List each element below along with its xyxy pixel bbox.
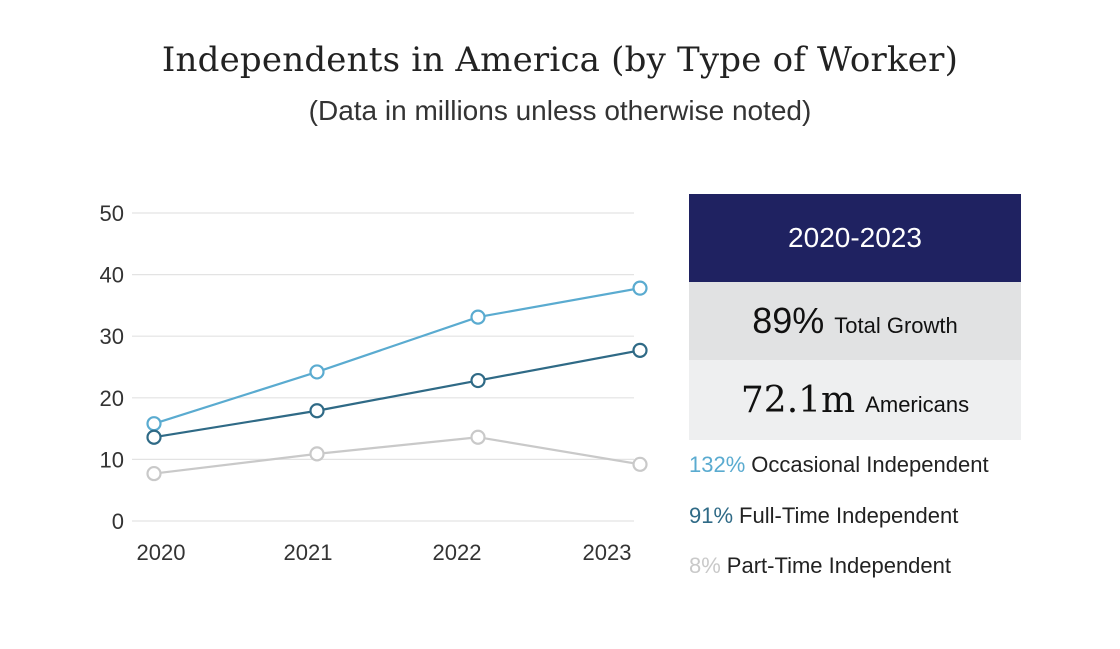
y-tick-label: 10 bbox=[100, 447, 124, 472]
y-tick-label: 40 bbox=[100, 263, 124, 288]
stat-occasional-pct: 132% bbox=[689, 452, 746, 477]
x-tick-label: 2021 bbox=[284, 540, 333, 565]
y-tick-label: 50 bbox=[100, 201, 124, 226]
data-point-occasional bbox=[470, 309, 486, 325]
americans-label: Americans bbox=[865, 392, 970, 417]
x-tick-label: 2020 bbox=[137, 540, 186, 565]
data-point-full_time bbox=[632, 342, 648, 358]
period-header-label: 2020-2023 bbox=[788, 222, 922, 253]
total-growth-label: Total Growth bbox=[834, 313, 958, 338]
period-header: 2020-2023 bbox=[689, 194, 1021, 282]
x-tick-label: 2023 bbox=[583, 540, 632, 565]
stat-part-time-pct: 8% bbox=[689, 553, 721, 578]
y-tick-label: 20 bbox=[100, 386, 124, 411]
series-line-occasional bbox=[153, 287, 641, 425]
chart-subtitle: (Data in millions unless otherwise noted… bbox=[308, 95, 812, 126]
line-chart: 0 10 20 30 40 50 2020 2021 2022 2023 bbox=[100, 201, 648, 565]
data-point-full_time bbox=[146, 429, 162, 445]
data-point-part_time bbox=[632, 456, 648, 472]
series-line-full_time bbox=[153, 349, 641, 439]
stat-occasional-label: Occasional Independent bbox=[751, 452, 989, 477]
data-point-full_time bbox=[309, 403, 325, 419]
stat-full-time: 91% Full-Time Independent bbox=[689, 503, 958, 529]
chart-title: Independents in America (by Type of Work… bbox=[161, 40, 959, 80]
data-point-occasional bbox=[309, 364, 325, 380]
y-tick-label: 30 bbox=[100, 324, 124, 349]
y-tick-label: 0 bbox=[112, 509, 124, 534]
americans-value: 72.1m bbox=[740, 379, 856, 421]
stat-part-time: 8% Part-Time Independent bbox=[689, 553, 951, 579]
data-point-occasional bbox=[632, 280, 648, 296]
stat-occasional: 132% Occasional Independent bbox=[689, 452, 989, 478]
data-point-full_time bbox=[470, 372, 486, 389]
data-point-part_time bbox=[146, 465, 162, 482]
stat-full-time-label: Full-Time Independent bbox=[739, 503, 959, 528]
data-point-occasional bbox=[146, 416, 162, 432]
total-growth-box: 89% Total Growth bbox=[689, 282, 1021, 360]
data-point-part_time bbox=[470, 429, 486, 445]
total-growth-value: 89% bbox=[752, 300, 825, 341]
stat-full-time-pct: 91% bbox=[689, 503, 734, 528]
series-line-part_time bbox=[153, 436, 641, 475]
x-tick-label: 2022 bbox=[433, 540, 482, 565]
data-point-part_time bbox=[309, 446, 325, 462]
americans-box: 72.1m Americans bbox=[689, 360, 1021, 440]
stat-part-time-label: Part-Time Independent bbox=[726, 553, 951, 578]
